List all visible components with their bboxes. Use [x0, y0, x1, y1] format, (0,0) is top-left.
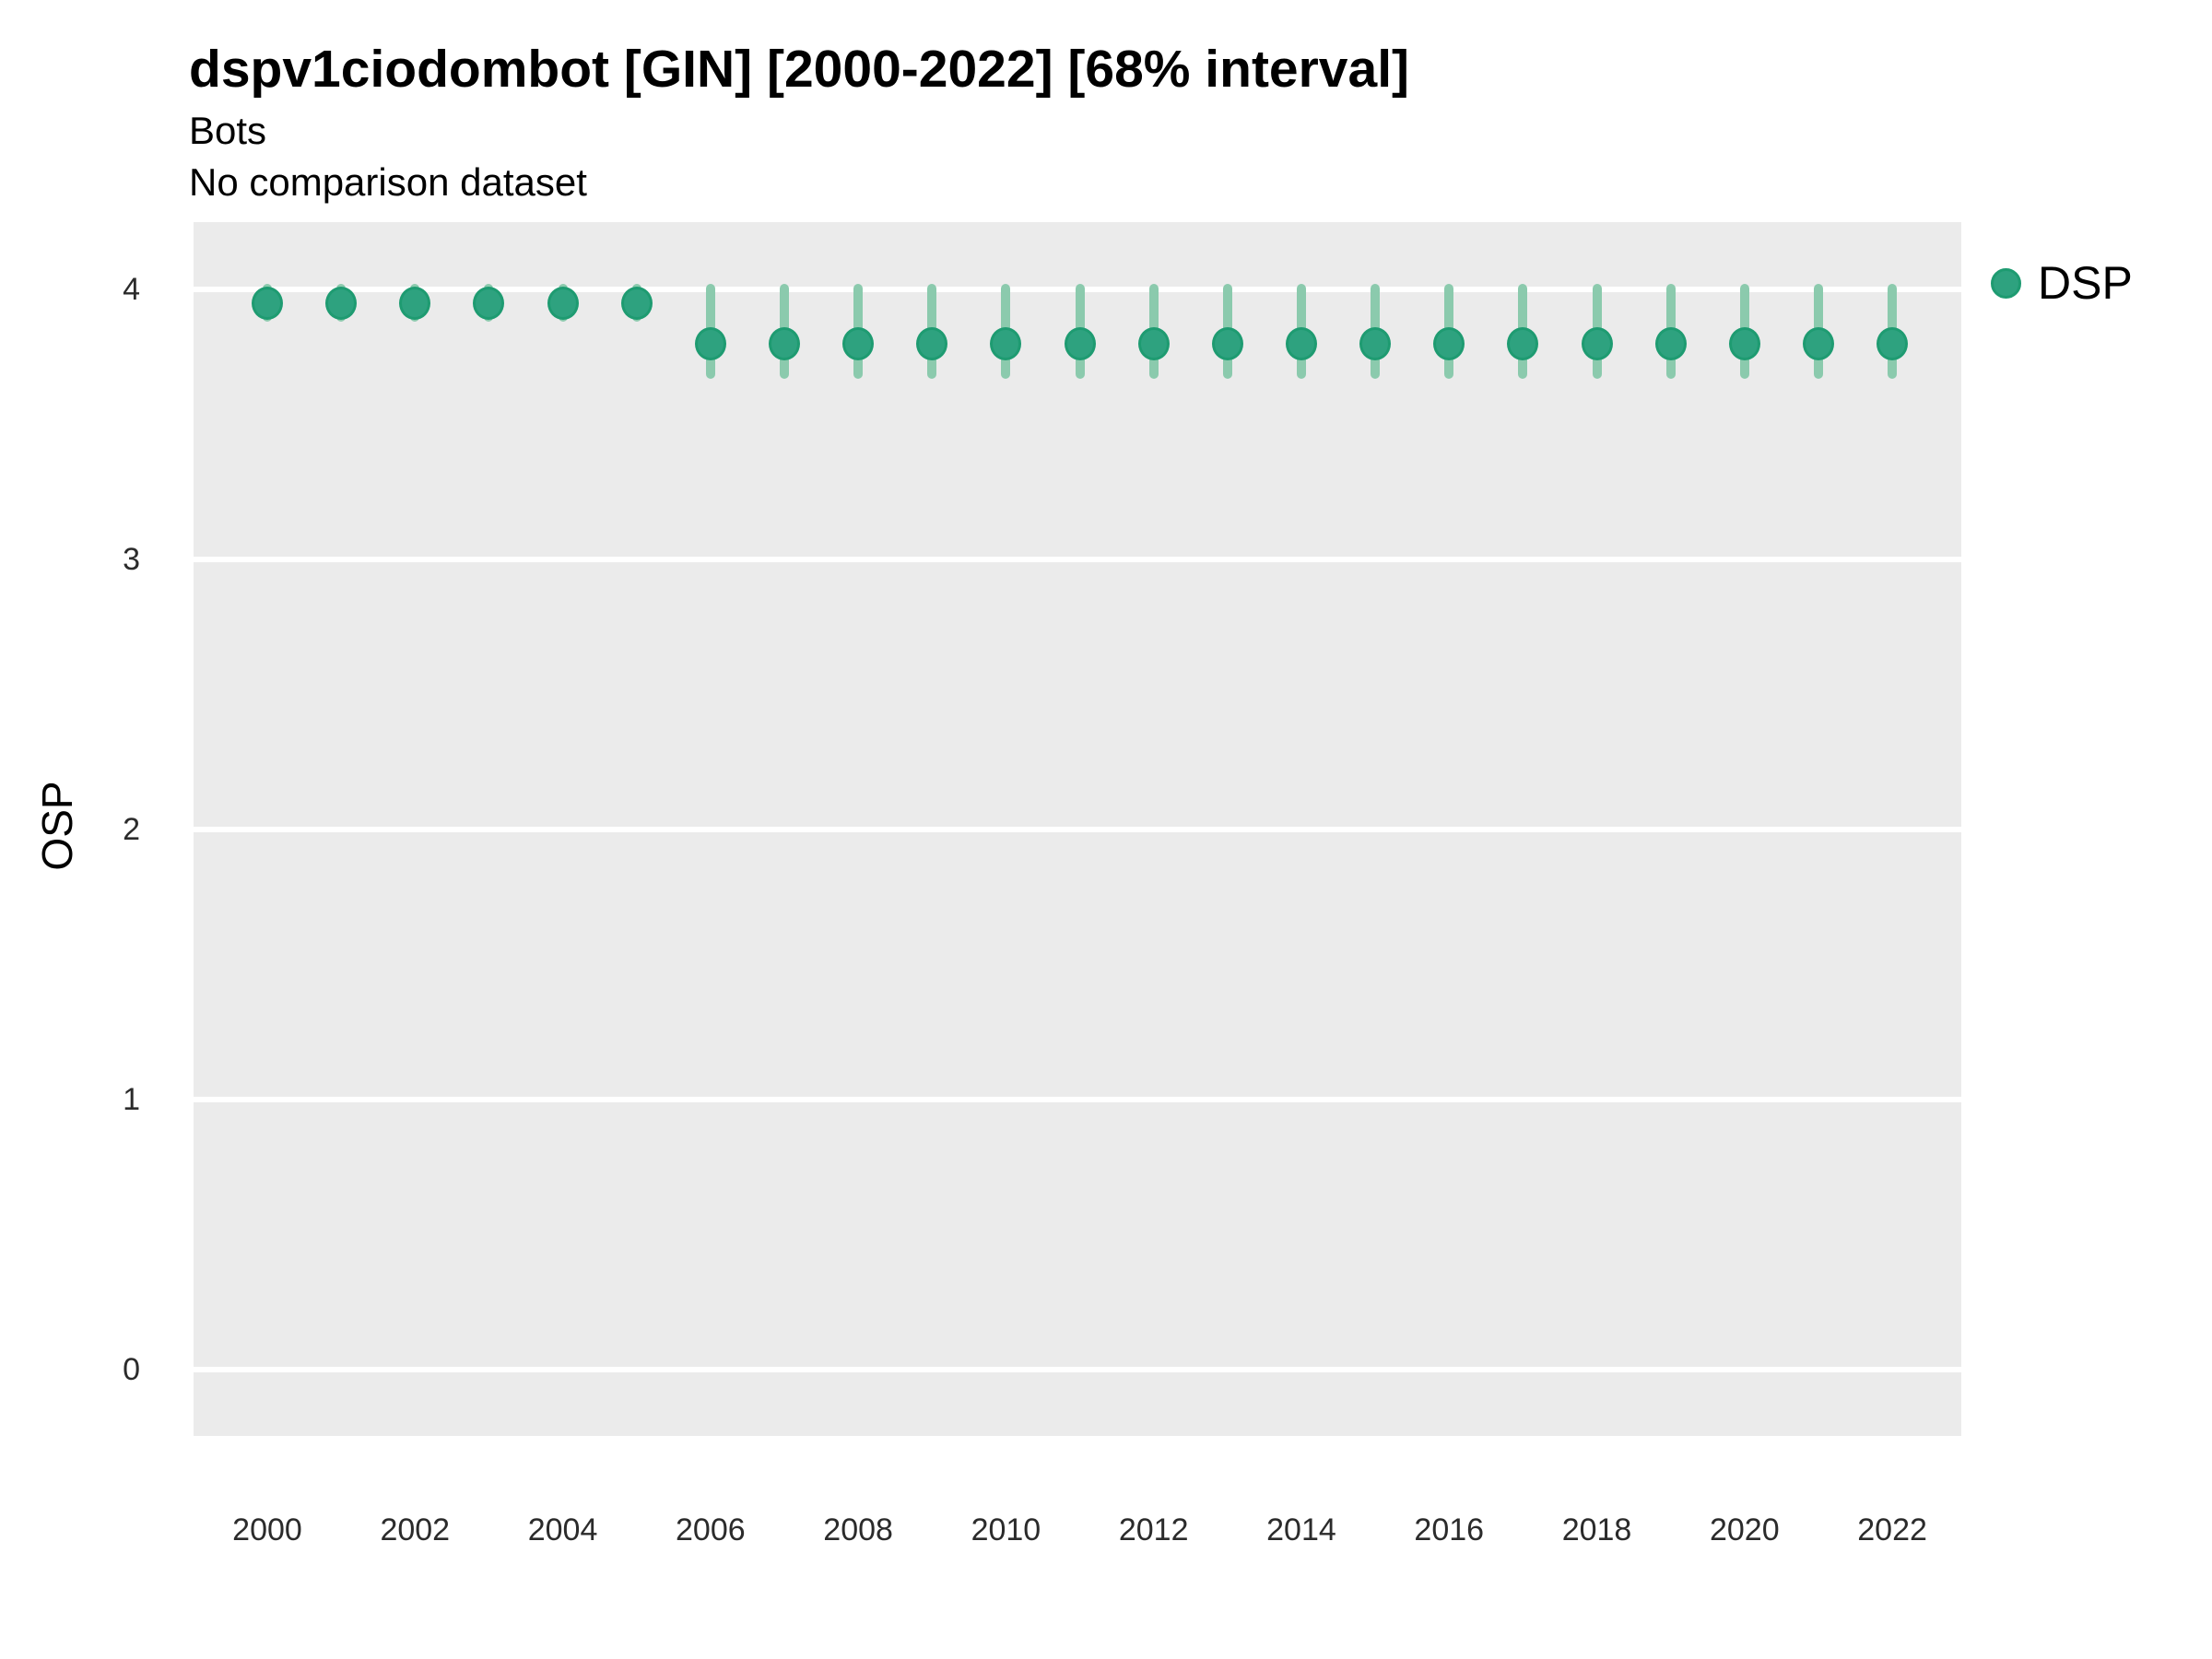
data-point-2017	[1507, 326, 1539, 360]
data-point-2000	[252, 286, 283, 320]
gridline-y-1	[194, 1097, 1961, 1102]
data-point-2010	[990, 326, 1022, 360]
x-tick-label: 2010	[971, 1512, 1041, 1547]
x-tick-label: 2012	[1118, 1512, 1189, 1547]
data-point-2012	[1137, 326, 1170, 360]
x-tick-label: 2004	[527, 1512, 598, 1547]
legend-label: DSP	[2038, 257, 2133, 309]
x-tick-label: 2002	[380, 1512, 451, 1547]
data-point-2014	[1285, 326, 1317, 360]
plot-panel	[194, 222, 1961, 1436]
y-tick-label: 0	[123, 1352, 140, 1387]
x-tick-label: 2006	[676, 1512, 746, 1547]
gridline-y-3	[194, 557, 1961, 562]
x-tick-label: 2000	[232, 1512, 302, 1547]
x-tick-label: 2016	[1414, 1512, 1485, 1547]
legend-key-point-icon	[1991, 267, 2021, 299]
data-point-2022	[1877, 326, 1909, 360]
data-point-2008	[842, 326, 875, 360]
chart-subtitle: Bots	[189, 109, 267, 152]
data-point-2011	[1064, 326, 1096, 360]
data-point-2009	[916, 326, 948, 360]
data-point-2006	[694, 326, 726, 360]
data-point-2003	[473, 286, 505, 320]
x-tick-label: 2022	[1857, 1512, 1927, 1547]
y-tick-label: 1	[123, 1082, 140, 1117]
chart-title: dspv1ciodombot [GIN] [2000-2022] [68% in…	[189, 40, 1410, 99]
x-tick-label: 2008	[823, 1512, 893, 1547]
data-point-2013	[1211, 326, 1243, 360]
data-point-2005	[620, 286, 653, 320]
data-point-2001	[325, 286, 358, 320]
x-tick-label: 2020	[1709, 1512, 1780, 1547]
y-tick-label: 4	[123, 272, 140, 307]
data-point-2019	[1654, 326, 1687, 360]
data-point-2020	[1728, 326, 1760, 360]
comparison-note: No comparison dataset	[189, 160, 587, 204]
x-tick-label: 2014	[1266, 1512, 1336, 1547]
y-tick-label: 2	[123, 812, 140, 847]
legend: DSP	[1991, 256, 2133, 310]
y-tick-label: 3	[123, 542, 140, 577]
data-point-2021	[1802, 326, 1834, 360]
data-point-2004	[547, 286, 579, 320]
data-point-2016	[1433, 326, 1465, 360]
data-point-2007	[768, 326, 800, 360]
data-point-2015	[1359, 326, 1392, 360]
data-point-2002	[399, 286, 431, 320]
data-point-2018	[1581, 326, 1613, 360]
gridline-y-0	[194, 1367, 1961, 1372]
x-tick-label: 2018	[1561, 1512, 1632, 1547]
gridline-y-2	[194, 827, 1961, 832]
